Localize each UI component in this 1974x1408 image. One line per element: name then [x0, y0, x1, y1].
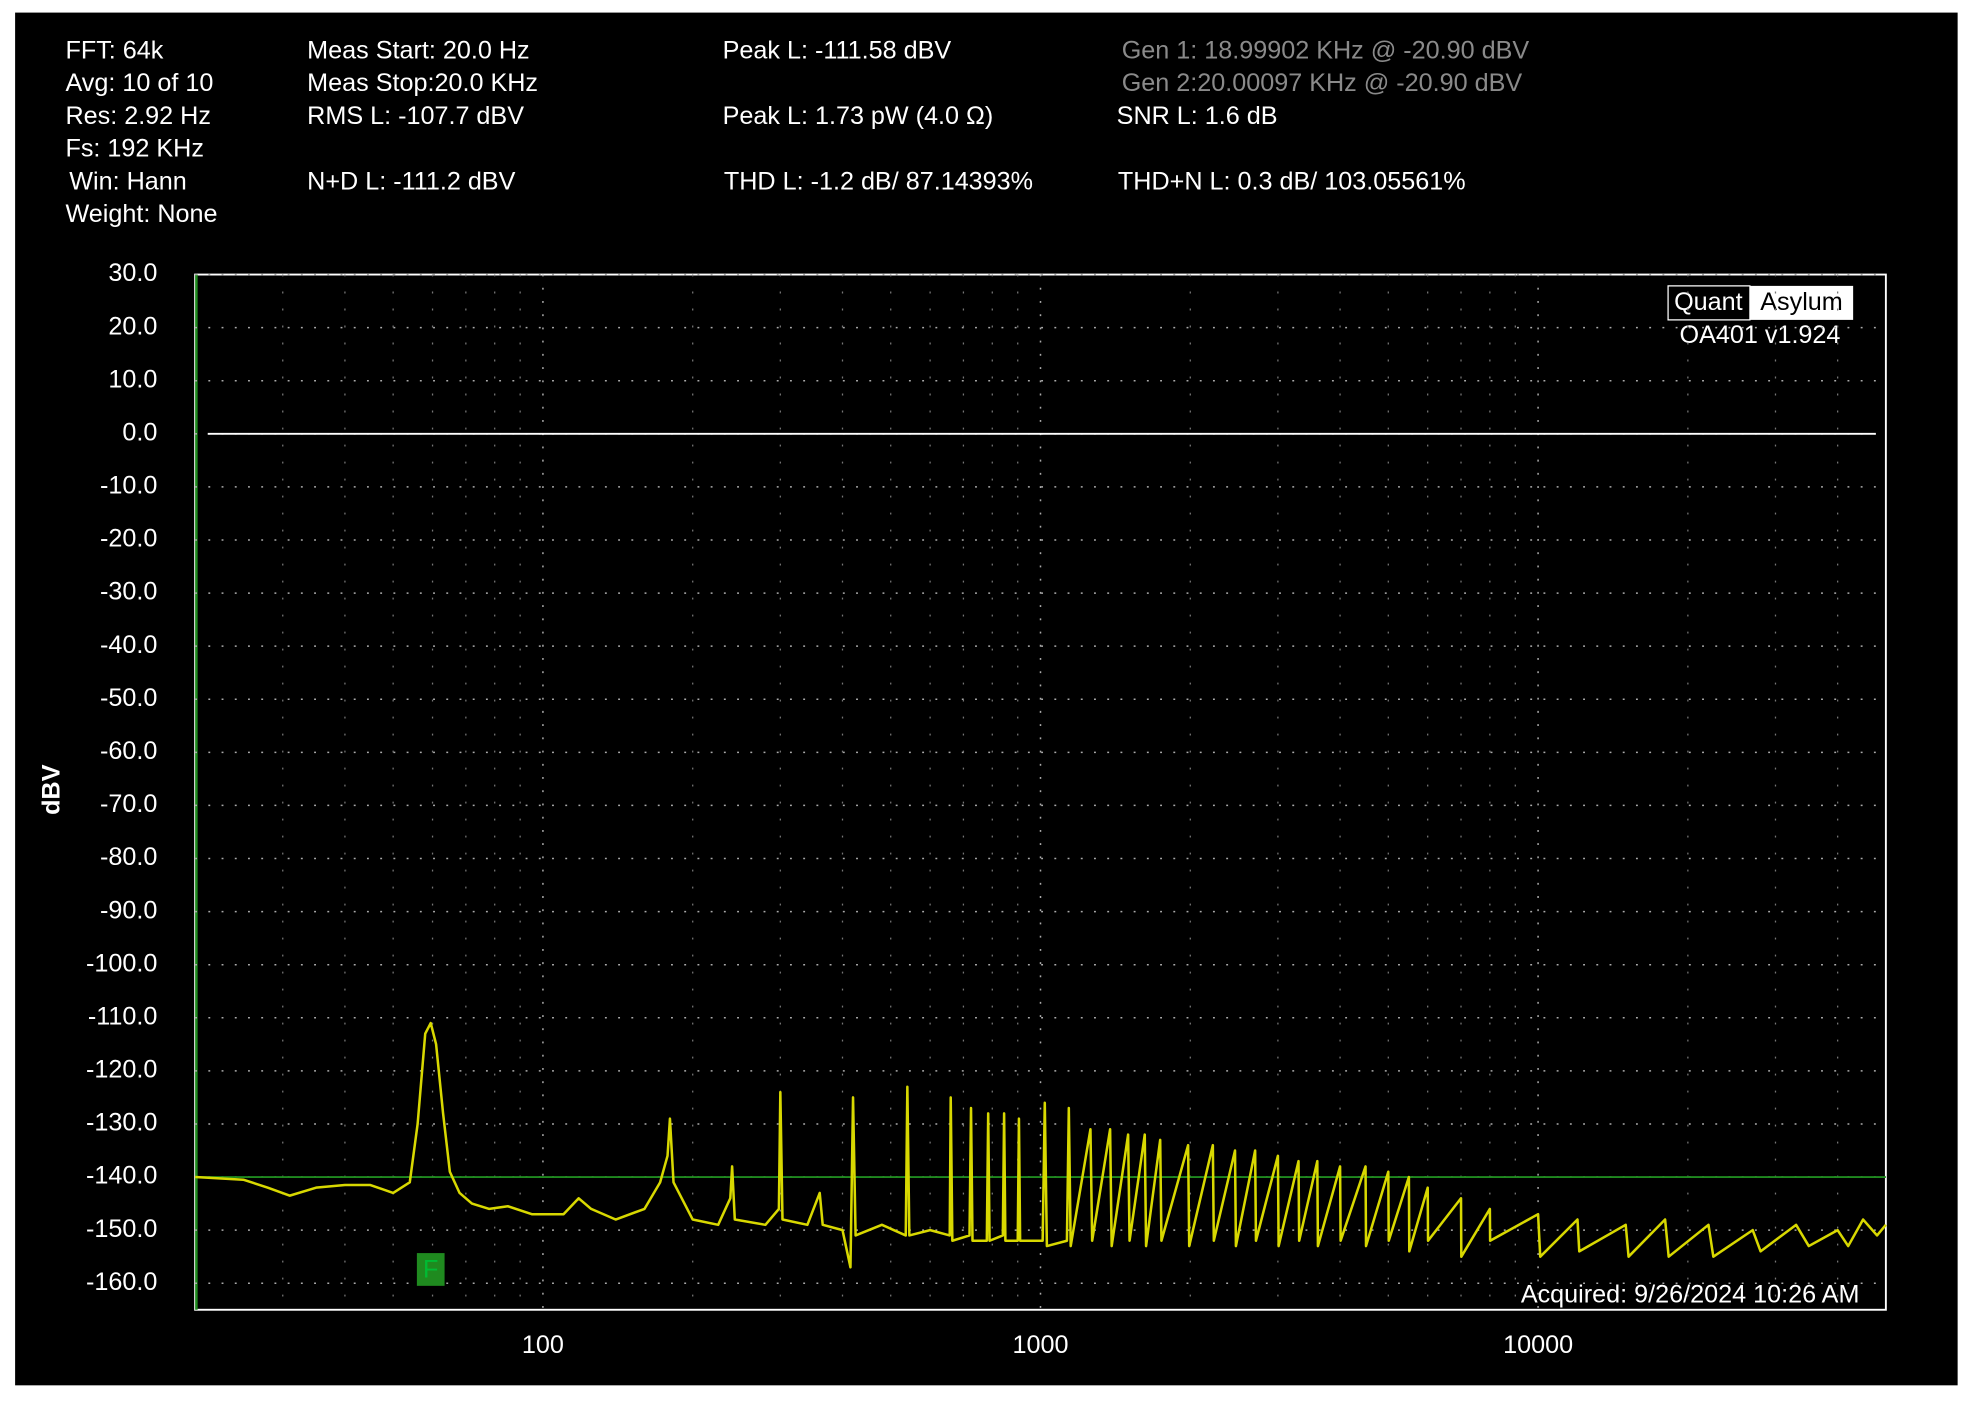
info-text: Peak L: 1.73 pW (4.0 Ω) [723, 102, 994, 130]
info-text: FFT: 64k [65, 36, 163, 64]
info-text: Res: 2.92 Hz [65, 102, 210, 130]
info-text: Weight: None [65, 200, 217, 228]
info-text: Meas Start: 20.0 Hz [307, 36, 529, 64]
info-text: Gen 1: 18.99902 KHz @ -20.90 dBV [1122, 36, 1530, 64]
x-tick-label: 10000 [1503, 1331, 1573, 1359]
y-tick-label: -160.0 [86, 1268, 157, 1296]
spectrum-line [195, 1021, 1887, 1269]
y-tick-label: -130.0 [86, 1109, 157, 1137]
info-text: Avg: 10 of 10 [65, 69, 213, 97]
y-tick-label: -150.0 [86, 1215, 157, 1243]
y-axis-label: dBV [38, 764, 66, 815]
marker-box [416, 1253, 445, 1286]
panel [15, 12, 1958, 1386]
info-text: Win: Hann [69, 167, 186, 195]
y-tick-label: -20.0 [100, 525, 157, 553]
logo-text: Quant [1674, 288, 1743, 316]
y-tick-label: -40.0 [100, 631, 157, 659]
info-text: Meas Stop:20.0 KHz [307, 69, 538, 97]
info-text: Peak L: -111.58 dBV [723, 36, 952, 64]
grid [195, 273, 1886, 1310]
x-tick-label: 100 [522, 1331, 564, 1359]
y-tick-label: 0.0 [122, 418, 157, 446]
y-tick-label: -110.0 [88, 1002, 158, 1030]
y-tick-label: -80.0 [100, 843, 157, 871]
info-text: THD L: -1.2 dB/ 87.14393% [724, 167, 1033, 195]
y-tick-label: -30.0 [100, 578, 157, 606]
y-tick-label: 20.0 [108, 312, 157, 340]
info-text: SNR L: 1.6 dB [1117, 102, 1278, 130]
y-tick-label: -100.0 [86, 949, 157, 977]
y-tick-label: -50.0 [100, 684, 157, 712]
info-text: Fs: 192 KHz [65, 135, 203, 163]
y-tick-label: -70.0 [100, 790, 157, 818]
y-tick-label: -60.0 [100, 737, 157, 765]
info-text: THD+N L: 0.3 dB/ 103.05561% [1118, 167, 1466, 195]
version: OA401 v1.924 [1680, 321, 1841, 349]
logo-box [1749, 285, 1854, 320]
y-tick-label: -90.0 [100, 896, 157, 924]
info-text: N+D L: -111.2 dBV [307, 167, 515, 195]
y-tick-label: -140.0 [86, 1162, 157, 1190]
y-tick-label: 30.0 [108, 259, 157, 287]
acquired: Acquired: 9/26/2024 10:26 AM [1521, 1281, 1860, 1309]
x-tick-label: 1000 [1013, 1331, 1069, 1359]
marker-label: F [423, 1255, 438, 1283]
y-tick-label: -120.0 [86, 1056, 157, 1084]
info-text: Gen 2:20.00097 KHz @ -20.90 dBV [1122, 69, 1523, 97]
y-tick-label: 10.0 [108, 365, 157, 393]
info-text: RMS L: -107.7 dBV [307, 102, 524, 130]
y-tick-label: -10.0 [100, 472, 157, 500]
logo-text: Asylum [1760, 288, 1843, 316]
logo-box [1667, 285, 1751, 321]
